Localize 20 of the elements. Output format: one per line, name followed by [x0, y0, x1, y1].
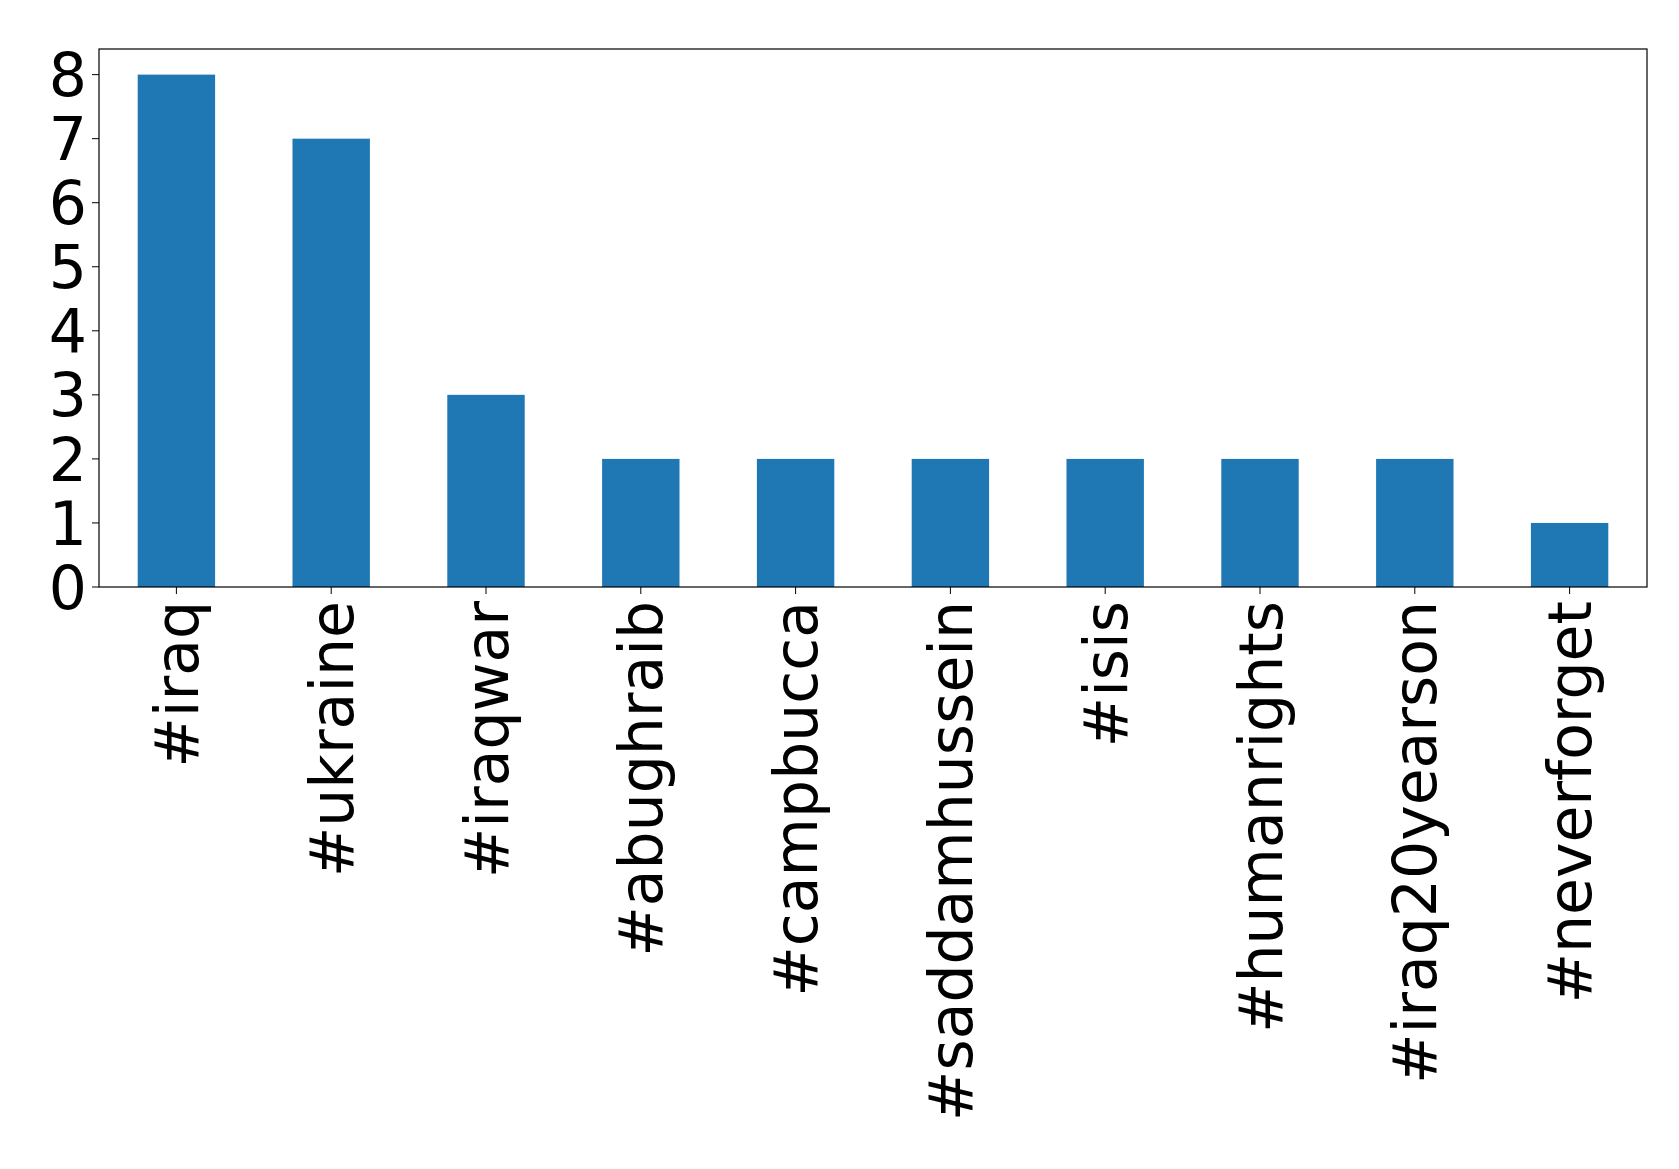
x-tick-label: #isis	[1070, 601, 1141, 748]
bar	[1376, 458, 1454, 587]
bar	[447, 394, 525, 587]
x-tick-label: #iraq	[142, 601, 212, 768]
bar	[137, 74, 216, 587]
bar	[1530, 522, 1609, 587]
bar	[1221, 458, 1299, 587]
x-tick-label: #iraqwar	[451, 600, 522, 878]
x-tick-label: #ukraine	[296, 601, 367, 878]
x-tick-label: #abughraib	[606, 601, 677, 957]
x-tick-label: #iraq20yearson	[1380, 601, 1451, 1084]
bar	[756, 458, 835, 587]
x-tick-label: #neverforget	[1535, 601, 1606, 1004]
x-tick-label: #saddamhussein	[916, 601, 986, 1121]
bar	[1066, 458, 1144, 587]
bar	[292, 138, 370, 587]
bar	[602, 458, 680, 587]
x-tick-label: #humanrights	[1225, 601, 1296, 1033]
x-tick-label: #campbucca	[761, 601, 832, 997]
bar	[911, 458, 990, 587]
